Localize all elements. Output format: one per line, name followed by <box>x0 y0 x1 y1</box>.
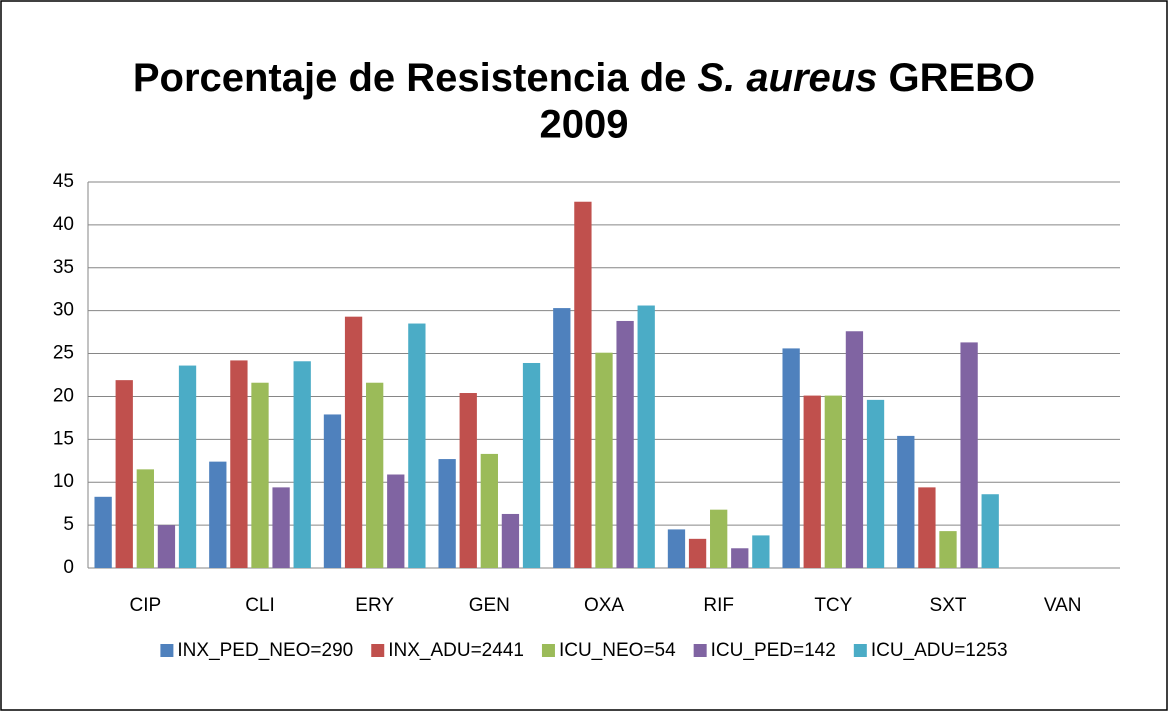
title-part: S. aureus <box>697 56 877 100</box>
x-tick-label: OXA <box>584 595 624 616</box>
bar <box>897 435 915 568</box>
y-tick-label: 25 <box>53 343 74 364</box>
bar <box>480 453 498 568</box>
bar <box>845 331 864 568</box>
bar <box>344 316 363 568</box>
bar <box>939 531 957 568</box>
bar <box>459 393 477 568</box>
bar <box>981 494 999 568</box>
legend-swatch <box>541 644 555 657</box>
bar <box>960 342 978 568</box>
y-tick-label: 0 <box>63 557 74 578</box>
bar <box>230 360 248 568</box>
y-tick-label: 45 <box>53 171 74 192</box>
x-tick-label: SXT <box>930 595 967 616</box>
y-tick-label: 40 <box>53 214 74 235</box>
bar <box>574 201 592 568</box>
legend-swatch <box>371 644 385 657</box>
bar <box>803 395 821 568</box>
bar <box>272 487 290 568</box>
chart-title: 2009 <box>540 103 629 147</box>
bar <box>595 352 613 568</box>
bar <box>616 320 634 568</box>
bar <box>501 513 520 568</box>
bar <box>115 380 133 568</box>
x-tick-label: RIF <box>703 595 734 616</box>
bar <box>323 414 342 568</box>
bar <box>387 474 405 568</box>
title-part: Porcentaje de Resistencia de <box>133 56 687 100</box>
x-tick-label: VAN <box>1044 595 1082 616</box>
x-tick-label: CIP <box>129 595 161 616</box>
bar <box>251 382 269 568</box>
bar <box>178 365 197 568</box>
bar <box>824 395 842 568</box>
y-tick-label: 15 <box>53 428 74 449</box>
bar <box>522 362 541 568</box>
bar <box>553 308 571 568</box>
bar <box>293 361 311 568</box>
bar <box>710 509 728 568</box>
bar <box>157 525 176 568</box>
legend-label: ICU_PED=142 <box>711 640 836 661</box>
title-part: GREBO <box>888 56 1035 100</box>
legend-label: ICU_NEO=54 <box>559 640 676 661</box>
y-tick-label: 5 <box>63 514 74 535</box>
bar <box>637 305 655 568</box>
x-tick-label: CLI <box>245 595 275 616</box>
bar <box>366 382 384 568</box>
x-tick-label: TCY <box>814 595 852 616</box>
bar <box>782 348 800 568</box>
bar <box>94 496 112 568</box>
bar <box>866 399 885 568</box>
bar <box>438 459 456 568</box>
x-tick-label: ERY <box>355 595 394 616</box>
x-tick-label: GEN <box>469 595 510 616</box>
bar <box>752 535 770 568</box>
bar <box>136 469 154 568</box>
y-tick-label: 10 <box>53 471 74 492</box>
legend-label: INX_PED_NEO=290 <box>177 640 353 661</box>
legend-label: INX_ADU=2441 <box>388 640 524 661</box>
chart-title: Porcentaje de Resistencia de S. aureus GRE… <box>133 56 1035 100</box>
y-tick-label: 30 <box>53 300 74 321</box>
bar <box>408 323 426 568</box>
legend-swatch <box>160 644 174 657</box>
bar <box>688 538 707 568</box>
bar <box>731 548 749 568</box>
y-tick-label: 35 <box>53 257 74 278</box>
legend-swatch <box>853 644 867 657</box>
legend-label: ICU_ADU=1253 <box>871 640 1008 661</box>
bar <box>667 529 686 568</box>
legend-swatch <box>693 644 707 657</box>
y-tick-label: 20 <box>53 385 74 406</box>
bar <box>209 461 227 568</box>
bar <box>918 487 936 568</box>
